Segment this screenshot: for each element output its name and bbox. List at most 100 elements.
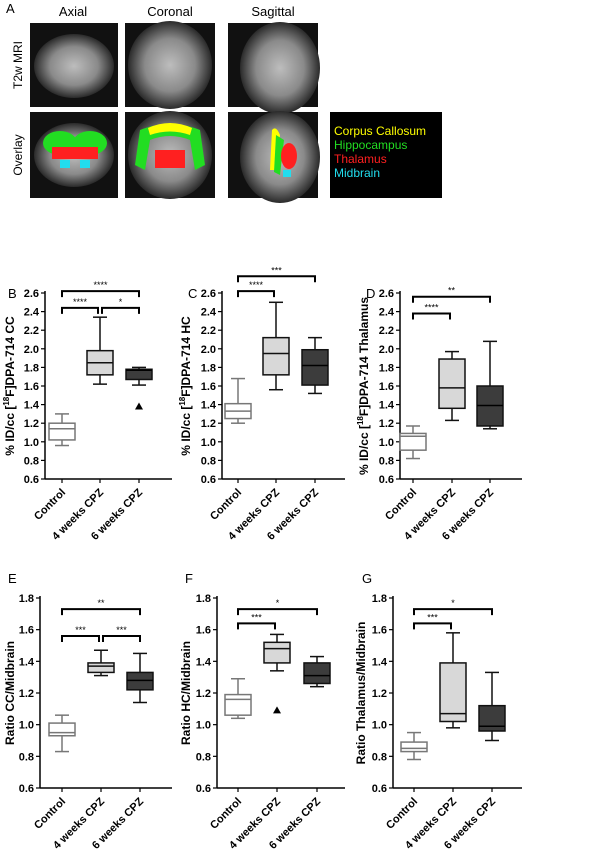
- y-tick-label: 1.4: [201, 400, 217, 412]
- y-tick-label: 1.4: [19, 656, 35, 668]
- significance-label: *: [119, 297, 123, 307]
- y-tick-label: 1.2: [201, 418, 216, 430]
- iqr-box: [48, 422, 76, 441]
- panel-a-letter: A: [6, 1, 15, 16]
- y-tick-label: 2.0: [201, 344, 216, 356]
- iqr-box: [224, 693, 252, 716]
- iqr-box: [262, 336, 290, 376]
- significance-label: *: [276, 598, 280, 608]
- box-6-weeks-cpz: [301, 336, 329, 395]
- significance-bracket: [237, 290, 275, 298]
- box-6-weeks-cpz: [478, 671, 506, 742]
- significance-bracket: [413, 608, 493, 616]
- iqr-box: [48, 722, 76, 737]
- panel-letter: G: [362, 571, 372, 586]
- significance-label: **: [97, 598, 105, 608]
- y-axis-label: Ratio CC/Midbrain: [3, 641, 17, 745]
- y-axis-label-part: 18: [2, 396, 11, 405]
- y-axis-label: % ID/cc [18F]DPA-714 CC: [2, 316, 17, 456]
- iqr-box: [263, 641, 291, 664]
- iqr-box: [399, 432, 427, 451]
- significance-label: ****: [249, 280, 264, 290]
- box-6-weeks-cpz: [126, 652, 154, 704]
- y-tick-label: 0.6: [19, 783, 34, 795]
- y-tick-label: 2.4: [24, 307, 40, 319]
- significance-label: ***: [116, 625, 127, 635]
- box-4-weeks-cpz: [86, 316, 114, 385]
- y-tick-label: 2.6: [24, 288, 39, 300]
- y-axis-label-part: F]DPA-714 Thalamus: [357, 297, 371, 416]
- box-6-weeks-cpz: [476, 340, 504, 430]
- y-axis-label: Ratio HC/Midbrain: [179, 641, 193, 745]
- legend-item-corpus-callosum: Corpus Callosum: [334, 124, 426, 138]
- significance-bracket: [61, 306, 99, 314]
- y-axis-label-part: Ratio CC/Midbrain: [3, 641, 17, 745]
- y-tick-label: 2.6: [379, 288, 394, 300]
- mri-coronal: [125, 21, 215, 109]
- mri-images: [30, 21, 442, 203]
- col-axial: Axial: [59, 4, 87, 19]
- y-tick-label: 1.6: [19, 625, 34, 637]
- box-6-weeks-cpz: [125, 366, 153, 410]
- y-tick-label: 1.0: [379, 437, 394, 449]
- y-tick-label: 1.4: [372, 656, 388, 668]
- y-axis-label-part: % ID/cc [: [3, 406, 17, 456]
- y-tick-label: 1.0: [196, 720, 211, 732]
- significance-bracket: [412, 312, 451, 320]
- iqr-box: [126, 671, 154, 691]
- box-4-weeks-cpz: [263, 633, 291, 714]
- legend: [330, 112, 442, 198]
- overlay-axial: [30, 112, 118, 198]
- y-tick-label: 2.0: [24, 344, 39, 356]
- box-control: [224, 678, 252, 720]
- x-tick-label: Control: [208, 796, 244, 832]
- panel-letter: F: [185, 571, 193, 586]
- y-tick-label: 1.0: [372, 720, 387, 732]
- significance-label: ****: [73, 297, 88, 307]
- outlier-marker: [135, 402, 143, 410]
- box-4-weeks-cpz: [439, 632, 467, 729]
- outlier-marker: [273, 706, 281, 714]
- y-tick-label: 0.8: [19, 751, 34, 763]
- box-control: [48, 714, 76, 753]
- y-tick-label: 1.6: [201, 381, 216, 393]
- y-tick-label: 1.8: [201, 362, 216, 374]
- mri-sagittal: [228, 22, 320, 114]
- y-tick-label: 0.6: [201, 474, 216, 486]
- x-tick-label: Control: [384, 796, 420, 832]
- significance-bracket: [61, 290, 140, 298]
- iqr-box: [87, 662, 115, 674]
- legend-item-hippocampus: Hippocampus: [334, 138, 407, 152]
- iqr-box: [478, 704, 506, 732]
- box-control: [399, 425, 427, 460]
- panel-letter: D: [366, 286, 375, 301]
- panel-letter: C: [188, 286, 197, 301]
- row-t2w: T2w MRI: [11, 41, 25, 89]
- significance-label: *: [451, 598, 455, 608]
- y-tick-label: 1.4: [379, 400, 395, 412]
- significance-bracket: [237, 608, 318, 616]
- y-tick-label: 1.0: [19, 720, 34, 732]
- y-axis-label-part: % ID/cc [: [179, 406, 193, 456]
- significance-label: ***: [271, 265, 282, 275]
- significance-bracket: [61, 608, 141, 616]
- y-tick-label: 1.4: [24, 400, 40, 412]
- y-tick-label: 1.0: [201, 437, 216, 449]
- y-tick-label: 2.2: [201, 325, 216, 337]
- significance-label: **: [448, 286, 456, 296]
- iqr-box: [125, 368, 153, 381]
- panel-letter: B: [8, 286, 17, 301]
- chart-panel-f: F 0.6 0.8 1.0 1.2 1.4 1.6 1.8 Ratio HC/Midbrain C…: [179, 571, 345, 852]
- y-tick-label: 1.6: [379, 381, 394, 393]
- box-control: [224, 377, 252, 424]
- y-tick-label: 0.8: [372, 751, 387, 763]
- mri-axial: [30, 23, 118, 107]
- y-tick-label: 2.2: [379, 325, 394, 337]
- y-tick-label: 1.6: [196, 625, 211, 637]
- significance-bracket: [413, 622, 452, 630]
- y-axis-label-part: Ratio HC/Midbrain: [179, 641, 193, 745]
- significance-bracket: [412, 295, 491, 303]
- significance-label: ***: [75, 625, 86, 635]
- y-tick-label: 0.6: [379, 474, 394, 486]
